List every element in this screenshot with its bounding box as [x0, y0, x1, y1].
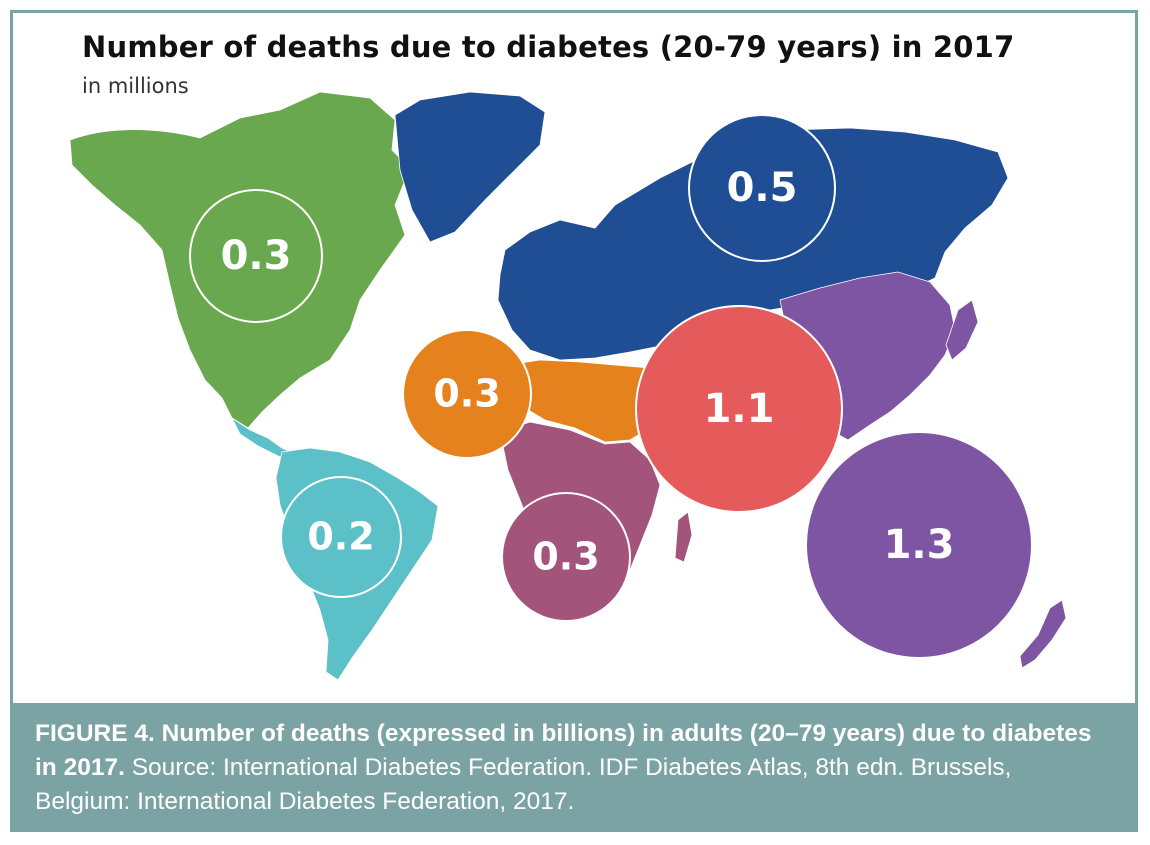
- bubble-africa: 0.3: [501, 492, 631, 622]
- bubbles: 0.3 0.2 0.5 0.3 0.3 1.1 1.3: [189, 114, 1033, 659]
- land-japan: [945, 299, 979, 361]
- map-subtitle: in millions: [82, 74, 189, 98]
- bubble-south-east-asia-value: 1.1: [704, 386, 775, 432]
- bubble-europe: 0.5: [688, 114, 836, 262]
- bubble-south-east-asia: 1.1: [635, 305, 843, 513]
- bubble-north-america: 0.3: [189, 189, 323, 323]
- bubble-africa-value: 0.3: [532, 535, 599, 579]
- bubble-south-america: 0.2: [280, 476, 402, 598]
- bubble-north-america-value: 0.3: [221, 233, 292, 279]
- caption-bold: FIGURE 4. Number of deaths (expressed in…: [35, 720, 1092, 781]
- bubble-western-pacific-value: 1.3: [884, 522, 955, 568]
- figure-caption: FIGURE 4. Number of deaths (expressed in…: [13, 703, 1135, 829]
- map-title: Number of deaths due to diabetes (20-79 …: [82, 30, 1015, 64]
- bubble-mena-value: 0.3: [433, 372, 500, 416]
- bubble-western-pacific: 1.3: [805, 431, 1033, 659]
- land-greenland: [394, 91, 546, 243]
- bubble-south-america-value: 0.2: [307, 515, 374, 559]
- land-madagascar: [674, 511, 693, 563]
- land-new-zealand: [1019, 599, 1067, 669]
- bubble-europe-value: 0.5: [727, 165, 798, 211]
- caption-source: Source: International Diabetes Federatio…: [35, 754, 1012, 815]
- bubble-mena: 0.3: [402, 329, 532, 459]
